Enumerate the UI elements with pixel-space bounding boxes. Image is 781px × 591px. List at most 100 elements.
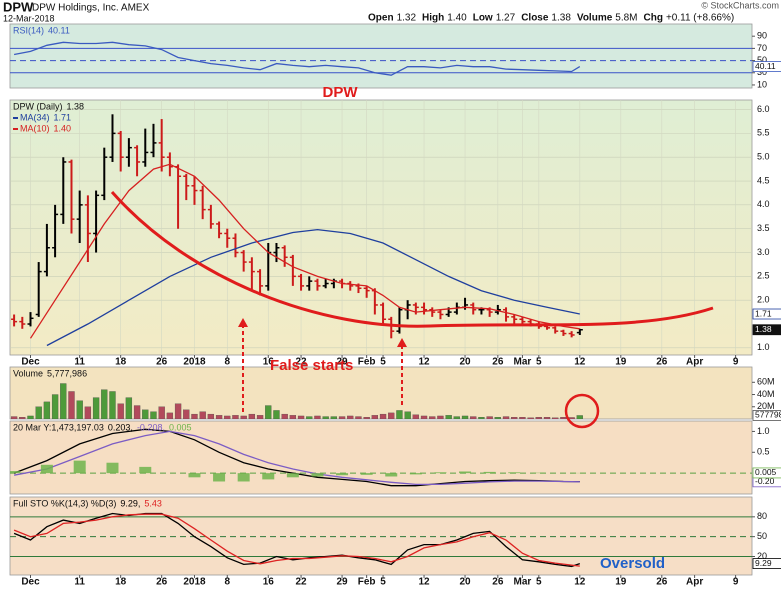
legend-name: MA(10): [20, 123, 50, 133]
volume-bar: [289, 415, 297, 419]
volume-bar: [404, 411, 411, 419]
volume-bar: [240, 415, 247, 419]
trend-curve: [110, 191, 714, 328]
volume-bar: [306, 416, 313, 419]
value-box-label: 0.005: [755, 467, 777, 477]
volume-bar: [355, 416, 362, 419]
quote-label: Chg: [644, 13, 663, 24]
volume-bar: [109, 391, 116, 419]
histogram-bar: [508, 472, 521, 474]
value-box-label: 5777986: [755, 410, 781, 420]
volume-bar: [535, 417, 542, 419]
volume-bar: [166, 412, 174, 419]
arrow-head: [238, 318, 248, 327]
volume-bar: [486, 416, 493, 419]
volume-bar: [191, 413, 198, 419]
series-line: [29, 163, 580, 339]
series-line: [13, 513, 580, 567]
volume-bar: [68, 391, 75, 419]
volume-bar: [133, 405, 141, 419]
volume-bar: [273, 410, 280, 419]
y-tick-label: 20: [757, 551, 767, 561]
credit: © StockCharts.com: [701, 0, 779, 10]
x-tick-label: 11: [74, 357, 85, 368]
legend-name: MA(34): [20, 112, 50, 122]
arrow-head: [397, 338, 407, 347]
y-tick-label: 30: [757, 67, 767, 77]
volume-bar: [338, 416, 346, 419]
x-tick-label: 29: [336, 577, 348, 588]
series-line: [46, 228, 580, 347]
volume-bar: [10, 416, 18, 419]
panel: [9, 366, 753, 420]
y-tick-label: 10: [757, 79, 767, 89]
x-tick-label: Feb: [358, 357, 376, 368]
volume-bar: [60, 383, 67, 419]
annotations: DPW False starts Oversold: [110, 84, 714, 572]
volume-bar: [35, 406, 42, 419]
value-box-label: 1.38: [755, 324, 772, 334]
legend-value: 0.005: [169, 422, 192, 432]
annotation: DPW: [323, 84, 359, 101]
x-tick-label: 2018: [183, 577, 206, 588]
x-tick-label: Apr: [686, 577, 703, 588]
volume-bar: [183, 409, 190, 419]
volume-bar: [470, 416, 477, 419]
y-tick-label: 40M: [757, 389, 775, 399]
symbol: DPW: [3, 0, 34, 14]
y-tick-label: 5.5: [757, 128, 770, 138]
volume-bar: [142, 409, 149, 419]
legend-value: -0.208,: [137, 422, 165, 432]
x-tick-label: 5: [380, 357, 386, 368]
y-tick-label: 80: [757, 511, 767, 521]
legend-value: 0.203,: [108, 422, 133, 432]
y-tick-label: 60M: [757, 377, 775, 387]
x-tick-label: Apr: [686, 357, 703, 368]
volume-bar: [396, 410, 403, 419]
legend-value: 5,777,986: [47, 368, 87, 378]
y-tick-label: 1.0: [757, 426, 770, 436]
x-tick-label: 9: [733, 577, 739, 588]
x-tick-label: 19: [615, 577, 627, 588]
volume-bar: [281, 413, 288, 419]
y-tick-label: 0.5: [757, 447, 770, 457]
x-tick-label: 26: [156, 357, 168, 368]
x-tick-label: 26: [656, 357, 668, 368]
quote-value: 1.40: [447, 13, 467, 24]
quote-label: Volume: [577, 13, 613, 24]
histogram-bar: [237, 473, 250, 482]
value-box-label: 40.11: [755, 61, 776, 71]
plot: [10, 41, 752, 76]
x-tick-label: 22: [295, 357, 307, 368]
legend-name: RSI(14): [13, 25, 44, 35]
y-tick-label: 4.5: [757, 175, 770, 185]
x-tick-label: 29: [336, 357, 348, 368]
y-tick-label: 50: [757, 55, 767, 65]
histogram-bar: [311, 473, 324, 477]
x-tick-label: 18: [115, 577, 127, 588]
volume-bar: [117, 403, 124, 419]
x-tick-label: Dec: [21, 357, 40, 368]
volume-bar: [420, 415, 428, 419]
x-tick-label: 16: [263, 357, 275, 368]
value-box: [752, 558, 781, 569]
x-tick-label: 18: [115, 357, 127, 368]
histogram-bar: [213, 473, 226, 482]
y-tick-label: 4.0: [757, 199, 770, 209]
volume-bar: [43, 401, 51, 419]
annotation: False starts: [270, 357, 353, 374]
volume-bar: [519, 417, 526, 419]
legend-value: 1.38: [67, 101, 85, 111]
histogram-bar: [139, 466, 152, 474]
x-tick-label: Mar: [514, 577, 532, 588]
volume-bar: [371, 415, 379, 419]
volume-bar: [494, 417, 501, 419]
value-box: [752, 467, 781, 479]
x-tick-label: 11: [74, 577, 85, 588]
x-tick-label: 22: [295, 577, 307, 588]
quote-value: +0.11 (+8.66%): [666, 13, 734, 24]
x-tick-label: 26: [492, 577, 504, 588]
histogram-bar: [188, 473, 201, 478]
volume-bar: [363, 417, 370, 419]
